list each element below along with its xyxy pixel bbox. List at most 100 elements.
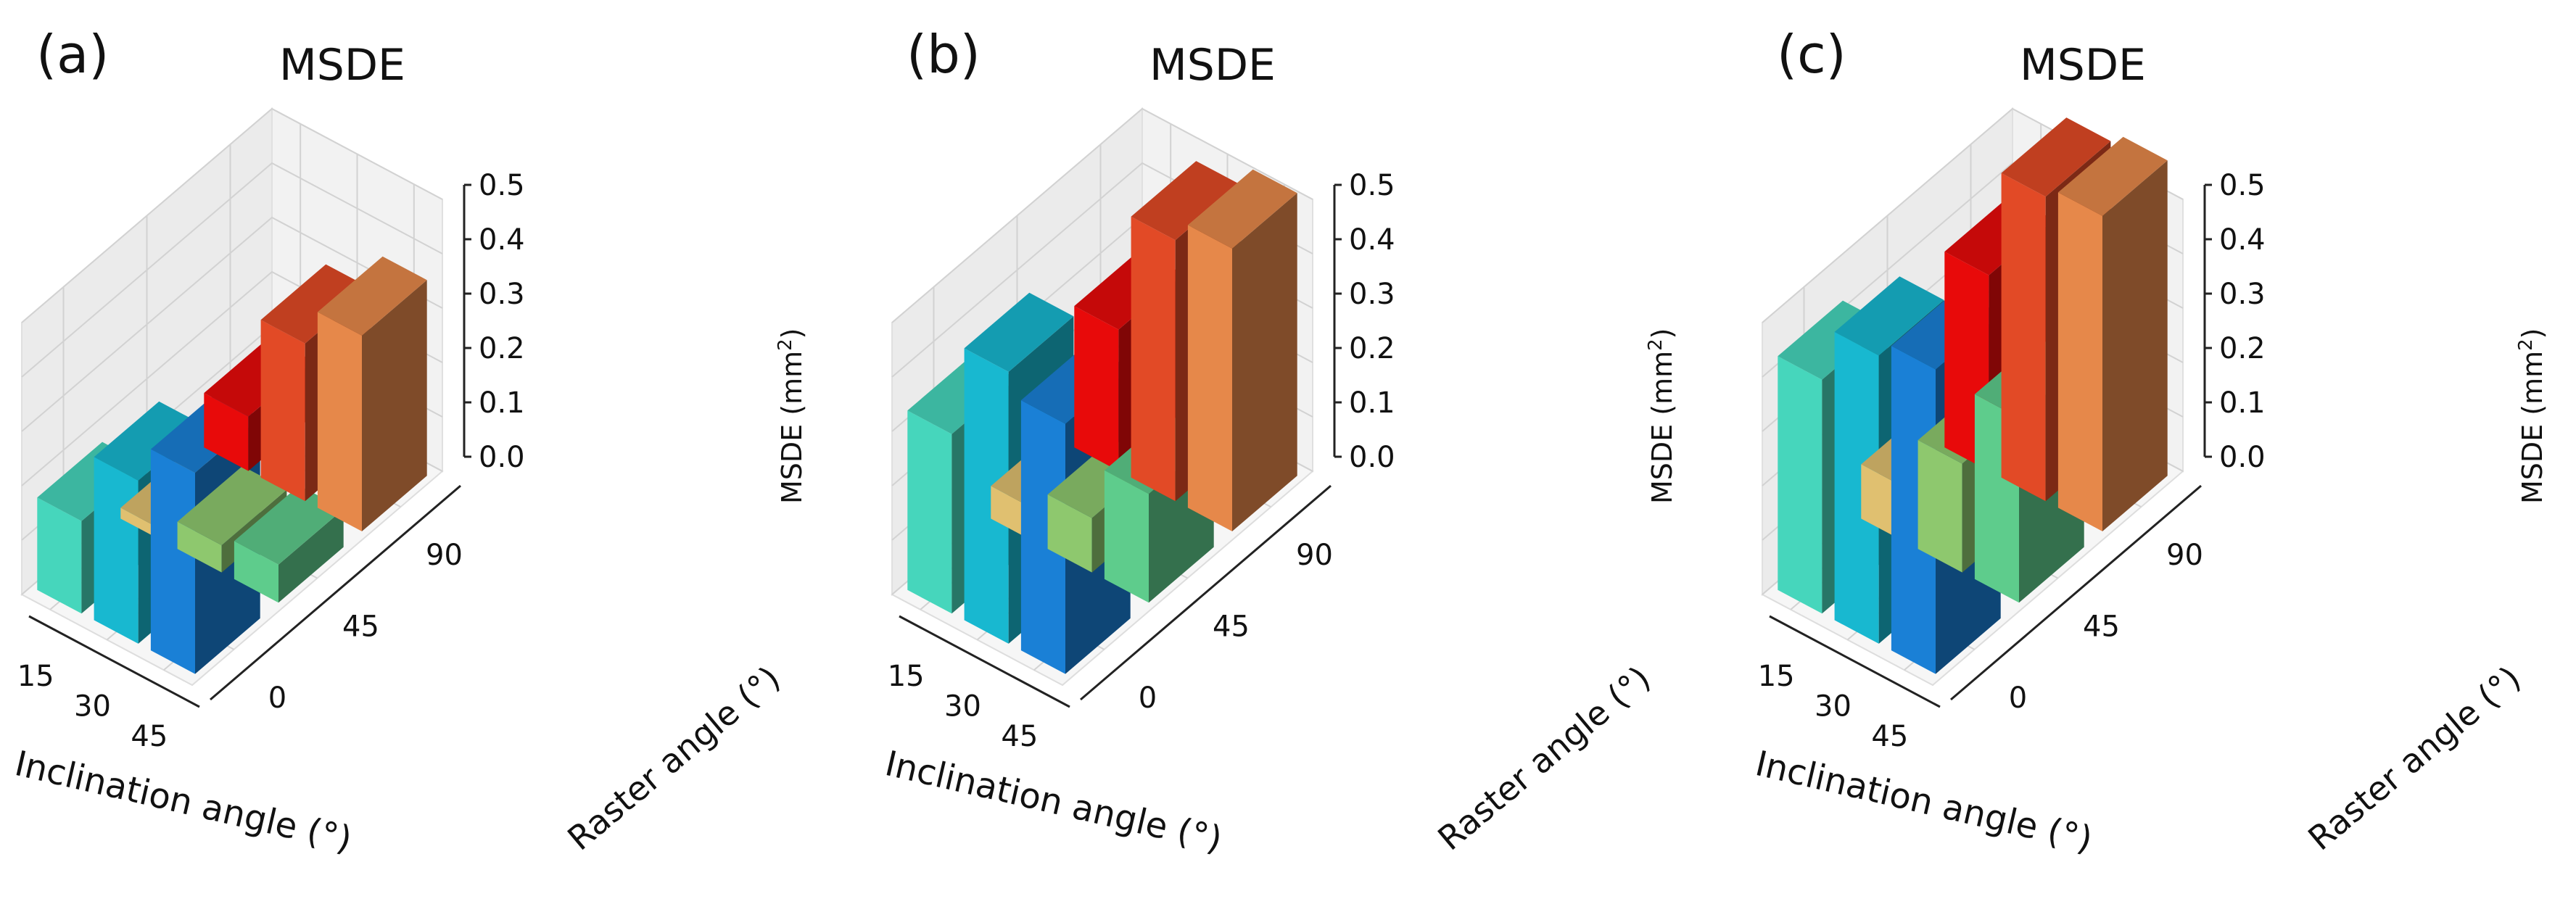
x-tick-label: 30 [74,690,111,724]
panel-title: MSDE [1149,40,1276,91]
bar-side-face [1232,193,1297,531]
panel-label: (c) [1777,24,1846,85]
z-axis-label-tail: ) [1646,328,1678,339]
y-tick-label: 0 [2009,681,2027,715]
x-tick-label: 30 [944,690,981,724]
z-axis-label-tail: ) [2517,328,2548,339]
bar-top-face [234,485,344,565]
bar-front-face [234,541,278,603]
y-tick-label: 0 [1139,681,1157,715]
bar [234,485,344,603]
z-axis-label-text: MSDE (mm [1646,351,1678,504]
bar-top-face [2057,136,2168,216]
z-axis-label-sup: 2 [775,339,796,351]
z-axis-label: MSDE (mm2) [1645,328,1678,505]
chart-panel-a: (a) MSDE 0.0 0.1 0.2 0.3 0.4 0.5 MSDE (mm2) 45 30 1… [11,24,808,860]
z-tick-label: 0.1 [479,386,525,420]
bar-front-face [317,312,362,531]
z-tick-label: 0.5 [1349,169,1395,202]
bar-top-face [1187,169,1297,249]
panel-label: (a) [36,24,109,85]
z-tick-label: 0.2 [1349,332,1395,365]
z-tick-label: 0.4 [1349,223,1395,257]
bar-front-face [1917,440,1962,573]
panel-title: MSDE [2020,40,2146,91]
z-tick-label: 0.3 [479,278,525,311]
bar-front-face [94,457,139,644]
x-axis-label: Inclination angle (°) [881,743,1226,860]
z-tick-label: 0.3 [2219,278,2266,311]
bar-side-face [278,509,344,603]
bar-top-face [2001,117,2111,197]
z-tick-label: 0.0 [479,441,525,474]
z-axis-label: MSDE (mm2) [2515,328,2548,505]
z-tick-label: 0.2 [479,332,525,365]
y-tick-label: 90 [426,539,463,572]
bar-side-face [2102,160,2168,531]
bar-front-face [1020,400,1065,674]
z-gridline [21,107,443,323]
bar-front-face [1778,356,1822,614]
y-axis-label: Raster angle (°) [1430,658,1658,858]
z-tick-label: 0.1 [1349,386,1395,420]
bar-top-face [317,256,427,336]
z-tick-label: 0.5 [2219,169,2266,202]
z-axis-label-sup: 2 [1645,339,1667,351]
x-axis-line [899,615,1070,708]
y-axis-label: Raster angle (°) [2300,658,2528,858]
z-tick-label: 0.5 [479,169,525,202]
y-axis-line [1080,484,1332,701]
bar-top-face [1131,161,1241,241]
bar-front-face [2057,192,2102,531]
panel-title: MSDE [279,40,405,91]
z-axis-label: MSDE (mm2) [775,328,808,505]
bar-front-face [907,410,952,614]
y-tick-label: 90 [2166,539,2203,572]
bar-front-face [1131,216,1176,502]
bar-front-face [1047,494,1092,573]
z-axis-label-text: MSDE (mm [776,351,808,504]
y-tick-label: 45 [342,610,379,644]
x-tick-label: 45 [1871,720,1908,753]
y-tick-label: 90 [1296,539,1333,572]
bar-front-face [2001,173,2046,502]
bar-front-face [1891,346,1936,674]
bar-top-face [964,292,1074,372]
z-tick-label: 0.0 [1349,441,1395,474]
z-tick-label: 0.1 [2219,386,2266,420]
bar-top-face [177,465,287,546]
bar-front-face [1834,331,1879,644]
panel-label: (b) [907,24,981,85]
z-axis-label-text: MSDE (mm [2517,351,2548,504]
bar-top-face [260,264,371,344]
z-gridline [21,162,443,378]
x-tick-label: 15 [888,660,925,693]
x-axis-line [1769,615,1941,708]
x-tick-label: 15 [1758,660,1795,693]
z-tick-label: 0.4 [479,223,525,257]
bar [2057,136,2168,531]
chart-panel-b: (b) MSDE 0.0 0.1 0.2 0.3 0.4 0.5 MSDE (mm2) 45 30 1… [881,24,1678,860]
bar [1187,169,1297,531]
z-tick-label: 0.4 [2219,223,2266,257]
y-axis-line [210,484,461,701]
y-tick-label: 45 [1213,610,1250,644]
z-axis-label-tail: ) [776,328,808,339]
bar-front-face [150,449,195,674]
y-tick-label: 45 [2083,610,2120,644]
y-axis-label: Raster angle (°) [560,658,788,858]
bar-front-face [1074,306,1119,471]
z-tick-label: 0.3 [1349,278,1395,311]
bar-front-face [1187,225,1232,531]
x-tick-label: 15 [17,660,54,693]
x-tick-label: 30 [1815,690,1852,724]
y-tick-label: 0 [268,681,286,715]
z-tick-label: 0.0 [2219,441,2266,474]
z-gridline [891,107,1313,323]
bar-front-face [964,348,1009,644]
bar-front-face [37,497,82,614]
bar-front-face [1104,470,1149,603]
bar [317,256,427,531]
z-tick-label: 0.2 [2219,332,2266,365]
